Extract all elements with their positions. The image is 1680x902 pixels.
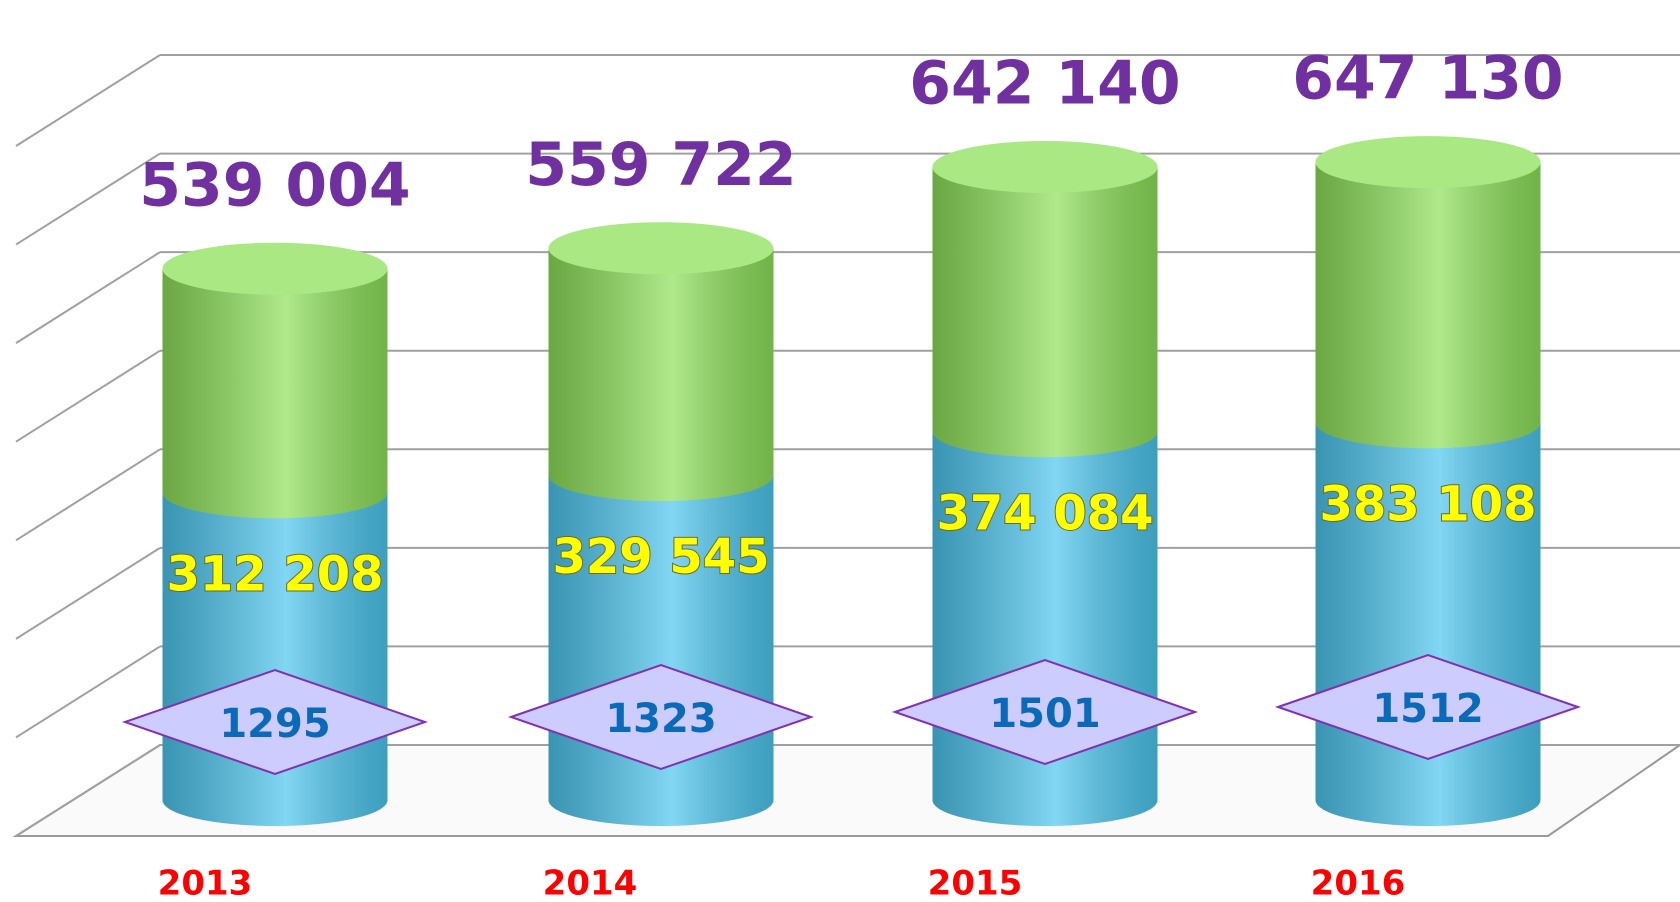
x-tick-label: 2013 — [158, 864, 253, 902]
x-tick-label: 2014 — [543, 864, 638, 902]
segment-label: 312 208 — [166, 546, 383, 602]
grid-line-side — [15, 349, 161, 443]
diamond — [121, 668, 429, 776]
diamond — [891, 658, 1199, 766]
cylinder-top — [548, 222, 774, 275]
bar — [932, 141, 1158, 458]
diamond — [1274, 653, 1582, 761]
cylinder-shade — [162, 492, 388, 826]
bar — [162, 492, 388, 826]
bar — [548, 222, 774, 502]
bar — [548, 475, 774, 826]
grid-line-side — [15, 547, 161, 640]
total-label: 642 140 — [909, 49, 1180, 119]
grid-line-side — [15, 448, 161, 542]
segment-label: 383 108 — [1319, 476, 1536, 532]
count-label: 1512 — [1372, 686, 1483, 732]
cylinder-shade — [548, 475, 774, 826]
diamond — [507, 663, 815, 771]
total-label: 647 130 — [1292, 44, 1563, 114]
x-tick-label: 2015 — [928, 864, 1023, 902]
total-label: 539 004 — [139, 150, 410, 220]
cylinder-shade — [1315, 162, 1541, 449]
segment-label: 329 545 — [552, 529, 769, 585]
count-label: 1323 — [605, 696, 716, 742]
count-label: 1501 — [989, 691, 1100, 737]
cylinder-top-light — [932, 141, 1158, 194]
count-label: 1295 — [219, 701, 330, 747]
total-label: 559 722 — [525, 130, 796, 200]
grid-line-side — [15, 54, 161, 147]
grid-line-side — [15, 152, 161, 246]
cylinder-top-light — [162, 242, 388, 295]
grid-line-side — [15, 744, 161, 837]
cylinder-shade — [162, 268, 388, 519]
cylinder-top-light — [1315, 136, 1541, 189]
cylinder-shade — [548, 248, 774, 502]
cylinder-top-light — [548, 222, 774, 275]
segment-label: 374 084 — [936, 485, 1153, 541]
x-tick-label: 2016 — [1311, 864, 1406, 902]
grid-line-side — [15, 645, 161, 739]
grid-line-side — [15, 251, 161, 344]
cylinder-top — [162, 242, 388, 295]
cylinder-top — [1315, 136, 1541, 189]
cylinder-top — [932, 141, 1158, 194]
bar — [162, 242, 388, 519]
bar — [1315, 136, 1541, 449]
cylinder-shade — [932, 167, 1158, 458]
